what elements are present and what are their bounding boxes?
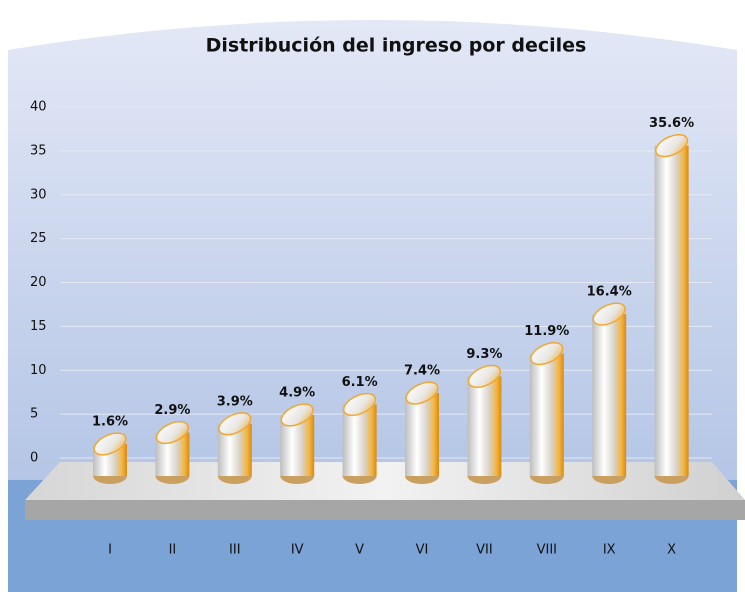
floor-side — [25, 500, 745, 520]
value-label: 6.1% — [342, 375, 378, 390]
x-tick-label: III — [229, 543, 241, 558]
x-tick-label: IV — [291, 543, 304, 558]
bar-top — [93, 432, 127, 456]
value-label: 16.4% — [587, 285, 632, 300]
x-tick-label: I — [108, 543, 112, 558]
bar — [467, 376, 502, 476]
y-tick-label: 15 — [30, 319, 47, 334]
bar — [405, 393, 439, 476]
bar-top — [592, 302, 626, 326]
x-tick-label: VIII — [537, 543, 557, 558]
bar — [529, 353, 564, 476]
y-tick-label: 25 — [30, 231, 47, 246]
value-label: 35.6% — [649, 116, 694, 131]
bar — [654, 145, 689, 477]
x-tick-label: VI — [416, 543, 429, 558]
bar-top — [280, 403, 314, 427]
x-tick-label: X — [667, 543, 676, 558]
bar-top — [155, 420, 190, 445]
y-tick-label: 5 — [30, 407, 38, 422]
bar-top — [405, 381, 439, 405]
y-tick-label: 20 — [30, 275, 47, 290]
value-label: 3.9% — [217, 394, 253, 409]
value-label: 1.6% — [92, 414, 128, 429]
x-tick-label: IX — [603, 543, 616, 558]
value-label: 4.9% — [279, 386, 315, 401]
value-label: 7.4% — [404, 364, 440, 379]
value-label: 11.9% — [524, 324, 569, 339]
x-tick-label: VII — [476, 543, 493, 558]
y-tick-label: 30 — [30, 187, 47, 202]
chart-title: Distribución del ingreso por deciles — [206, 35, 587, 57]
y-tick-label: 35 — [30, 143, 47, 158]
y-tick-label: 10 — [30, 363, 47, 378]
x-tick-label: II — [169, 543, 177, 558]
bars: 1.6% 2.9% 3.9% 4.9% 6.1% 7.4% 9.3% 11.9% 16.4% 35… — [92, 116, 694, 484]
value-label: 2.9% — [154, 403, 190, 418]
bar — [592, 314, 627, 476]
value-label: 9.3% — [466, 347, 502, 362]
bar-top — [467, 364, 502, 389]
bar-top — [530, 341, 564, 366]
bar-top — [342, 392, 377, 417]
y-tick-label: 0 — [30, 451, 38, 466]
bar — [342, 404, 377, 476]
y-tick-label: 40 — [30, 100, 47, 115]
x-tick-label: V — [355, 543, 364, 558]
floor-top — [25, 462, 745, 500]
bar-top — [654, 133, 689, 158]
bar-top — [218, 412, 252, 436]
